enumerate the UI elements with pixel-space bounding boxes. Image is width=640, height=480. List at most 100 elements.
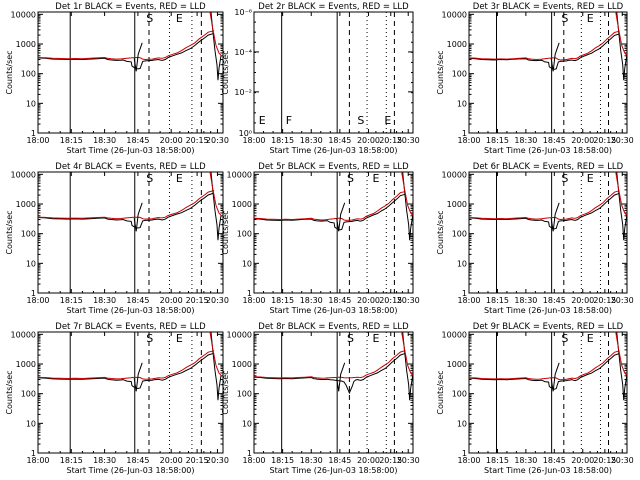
series-lld-decay	[209, 172, 222, 216]
series-lld-line	[254, 350, 406, 379]
x-tick-label: 20:15	[379, 296, 402, 305]
panel-title: Det 9r BLACK = Events, RED = LLD	[473, 322, 624, 332]
x-tick-label: 18:45	[328, 296, 351, 305]
y-tick-label: 10	[26, 419, 36, 428]
event-marker-label: E	[587, 12, 594, 25]
event-marker-label: E	[587, 332, 594, 345]
series-lld-decay	[401, 172, 413, 216]
plot-area	[469, 12, 627, 81]
x-tick-label: 18:15	[271, 136, 294, 145]
y-tick-label: 10	[457, 99, 467, 108]
x-tick-label: 20:30	[206, 456, 229, 465]
event-marker-label: S	[347, 172, 354, 185]
x-tick-label: 20:15	[186, 456, 209, 465]
panel-title: Det 8r BLACK = Events, RED = LLD	[258, 322, 409, 332]
y-tick-label: 10000	[227, 330, 252, 339]
x-axis-label: Start Time (26-Jun-03 18:58:00)	[484, 146, 612, 155]
series-lld-decay	[209, 332, 222, 376]
x-tick-label: 18:00	[457, 456, 480, 465]
series-events-spike	[550, 362, 560, 392]
event-marker-label: E	[176, 12, 183, 25]
series-lld-line	[38, 350, 215, 380]
x-axis-label: Start Time (26-Jun-03 18:58:00)	[270, 146, 398, 155]
x-tick-label: 18:15	[271, 296, 294, 305]
y-tick-label: 1000	[16, 200, 36, 209]
x-tick-label: 20:00	[571, 296, 594, 305]
y-tick-label: 1000	[447, 200, 467, 209]
x-tick-label: 18:45	[543, 456, 566, 465]
y-tick-label: 100	[21, 70, 36, 79]
event-marker-label: S	[561, 12, 568, 25]
y-tick-label: 10	[457, 419, 467, 428]
panel-det-9r: Det 9r BLACK = Events, RED = LLD Counts/s…	[436, 322, 634, 475]
y-tick-label: 100	[452, 230, 467, 239]
x-tick-label: 20:00	[357, 456, 380, 465]
x-tick-label: 18:00	[242, 296, 265, 305]
y-tick-label: 10	[242, 419, 252, 428]
x-tick-label: 18:00	[242, 136, 265, 145]
series-events-line	[254, 193, 406, 231]
series-lld-line	[469, 190, 620, 221]
x-tick-label: 18:00	[457, 296, 480, 305]
series-events-line	[38, 352, 215, 390]
axes-frame	[37, 331, 224, 454]
x-axis-label: Start Time (26-Jun-03 18:58:00)	[67, 306, 195, 315]
x-axis-label: Start Time (26-Jun-03 18:58:00)	[484, 466, 612, 475]
series-lld-decay	[615, 332, 627, 376]
x-tick-label: 18:00	[242, 456, 265, 465]
x-tick-label: 18:45	[328, 456, 351, 465]
event-marker-label: S	[561, 172, 568, 185]
x-axis-label: Start Time (26-Jun-03 18:58:00)	[67, 146, 195, 155]
y-tick-label: 1000	[447, 40, 467, 49]
y-tick-label: 10000	[11, 330, 36, 339]
series-events-spike	[133, 42, 143, 72]
panel-title: Det 2r BLACK = Events, RED = LLD	[258, 2, 409, 12]
x-tick-label: 20:15	[593, 296, 616, 305]
y-tick-label: 100	[21, 390, 36, 399]
y-tick-label: 100	[237, 230, 252, 239]
series-events-spike	[550, 42, 560, 72]
axes-frame	[468, 171, 628, 294]
x-axis-label: Start Time (26-Jun-03 18:58:00)	[484, 306, 612, 315]
axes-frame	[253, 171, 414, 294]
event-marker-label: F	[286, 114, 292, 127]
y-tick-label: 100	[21, 230, 36, 239]
x-tick-label: 20:00	[357, 136, 380, 145]
series-lld-line	[469, 350, 620, 381]
y-tick-label: 10⁰	[239, 129, 252, 138]
plot-area	[469, 332, 627, 401]
y-tick-label: 1	[247, 449, 252, 458]
y-axis-label: Counts/sec	[5, 370, 14, 414]
y-tick-label: 1	[31, 129, 36, 138]
x-tick-label: 18:30	[93, 456, 116, 465]
x-tick-label: 18:15	[60, 456, 83, 465]
series-events-line	[469, 192, 620, 230]
y-tick-label: 10000	[11, 10, 36, 19]
x-tick-label: 20:30	[397, 296, 420, 305]
y-tick-label: 10	[242, 259, 252, 268]
y-tick-label: 10	[457, 259, 467, 268]
x-tick-label: 20:30	[611, 456, 634, 465]
y-axis-label: Counts/sec	[436, 50, 445, 94]
event-marker-label: E	[372, 332, 379, 345]
series-events-line	[469, 353, 620, 390]
axes-frame	[468, 11, 628, 134]
x-tick-label: 18:30	[514, 296, 537, 305]
plot-area	[254, 332, 413, 401]
x-tick-label: 18:45	[126, 456, 149, 465]
x-tick-label: 20:00	[571, 456, 594, 465]
x-tick-label: 18:00	[26, 136, 49, 145]
y-tick-label: 1	[31, 289, 36, 298]
event-marker-label: S	[146, 332, 153, 345]
x-tick-label: 18:00	[26, 456, 49, 465]
y-tick-label: 1	[31, 449, 36, 458]
plot-area	[38, 332, 222, 401]
series-lld-line	[254, 191, 406, 221]
series-events-spike	[336, 202, 346, 232]
x-tick-label: 18:15	[60, 136, 83, 145]
event-marker-label: E	[587, 172, 594, 185]
x-tick-label: 20:30	[397, 136, 420, 145]
series-lld-decay	[615, 172, 627, 216]
plot-area	[38, 172, 222, 241]
